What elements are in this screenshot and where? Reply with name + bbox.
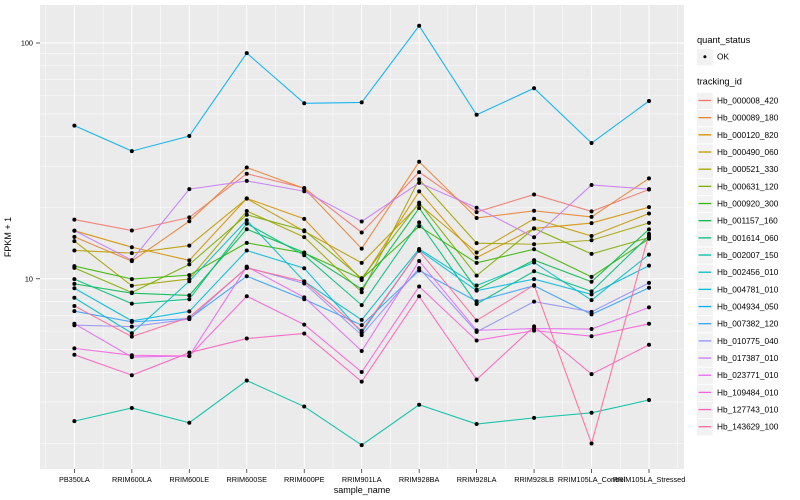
svg-text:FPKM + 1: FPKM + 1 xyxy=(3,217,13,257)
svg-text:Hb_002007_150: Hb_002007_150 xyxy=(717,250,779,260)
svg-text:sample_name: sample_name xyxy=(334,485,391,495)
svg-text:Hb_002456_010: Hb_002456_010 xyxy=(717,267,779,277)
svg-text:Hb_000120_820: Hb_000120_820 xyxy=(717,130,779,140)
svg-text:RRIM600LA: RRIM600LA xyxy=(112,475,152,484)
svg-text:tracking_id: tracking_id xyxy=(697,77,742,87)
svg-text:Hb_000490_060: Hb_000490_060 xyxy=(717,147,779,157)
svg-text:Hb_004781_010: Hb_004781_010 xyxy=(717,284,779,294)
svg-text:RRIM928LA: RRIM928LA xyxy=(457,475,497,484)
svg-text:OK: OK xyxy=(717,52,729,62)
svg-text:RRIM600PE: RRIM600PE xyxy=(284,475,325,484)
svg-text:Hb_023771_010: Hb_023771_010 xyxy=(717,370,779,380)
svg-text:100: 100 xyxy=(21,39,33,48)
svg-text:RRIM600LE: RRIM600LE xyxy=(169,475,209,484)
svg-text:RRIM600SE: RRIM600SE xyxy=(226,475,267,484)
svg-text:PB350LA: PB350LA xyxy=(59,475,90,484)
svg-text:RRIM901LA: RRIM901LA xyxy=(342,475,382,484)
svg-text:Hb_000631_120: Hb_000631_120 xyxy=(717,181,779,191)
svg-text:Hb_001614_060: Hb_001614_060 xyxy=(717,233,779,243)
svg-text:Hb_143629_100: Hb_143629_100 xyxy=(717,422,779,432)
svg-text:RRIM928BA: RRIM928BA xyxy=(399,475,440,484)
svg-text:Hb_017387_010: Hb_017387_010 xyxy=(717,353,779,363)
svg-text:Hb_010775_040: Hb_010775_040 xyxy=(717,336,779,346)
svg-text:10: 10 xyxy=(25,274,33,283)
svg-text:quant_status: quant_status xyxy=(697,35,751,45)
svg-text:Hb_000521_330: Hb_000521_330 xyxy=(717,164,779,174)
svg-text:Hb_000008_420: Hb_000008_420 xyxy=(717,96,779,106)
svg-text:Hb_127743_010: Hb_127743_010 xyxy=(717,405,779,415)
svg-text:RRIM928LB: RRIM928LB xyxy=(514,475,554,484)
svg-text:Hb_007382_120: Hb_007382_120 xyxy=(717,319,779,329)
svg-text:Hb_001157_160: Hb_001157_160 xyxy=(717,216,778,226)
svg-text:RRIM105LA_Stressed: RRIM105LA_Stressed xyxy=(613,475,686,484)
svg-text:Hb_109484_010: Hb_109484_010 xyxy=(717,387,779,397)
svg-text:Hb_000089_180: Hb_000089_180 xyxy=(717,113,779,123)
svg-text:Hb_000920_300: Hb_000920_300 xyxy=(717,199,779,209)
svg-text:Hb_004934_050: Hb_004934_050 xyxy=(717,302,779,312)
